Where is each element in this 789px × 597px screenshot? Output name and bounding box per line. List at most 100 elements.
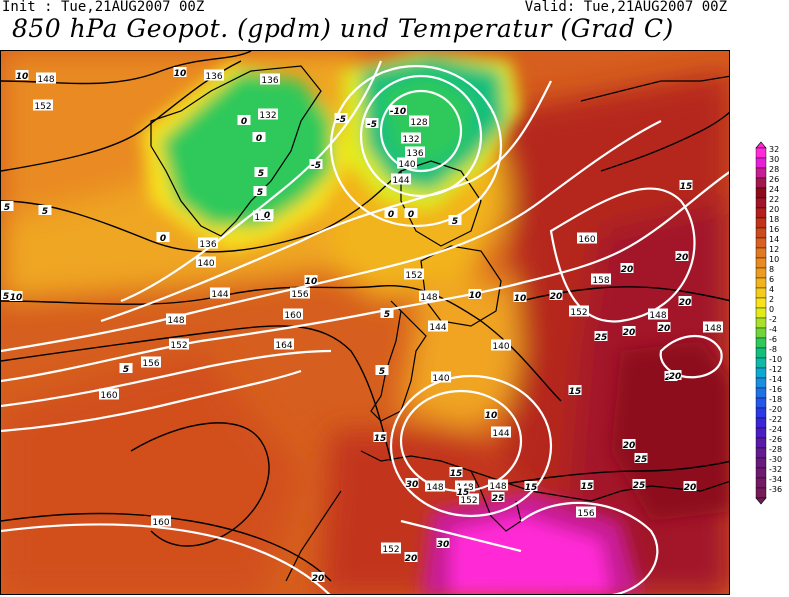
temperature-label: 10 <box>484 409 498 421</box>
svg-text:5: 5 <box>123 365 129 375</box>
legend-swatch <box>755 267 767 279</box>
svg-text:136: 136 <box>199 240 216 250</box>
legend-swatch <box>755 457 767 469</box>
geopotential-label: 160 <box>283 308 303 321</box>
geopotential-label: 152 <box>459 493 479 506</box>
legend-swatch <box>755 167 767 179</box>
temperature-label: 10 <box>173 67 187 79</box>
svg-text:164: 164 <box>275 341 292 351</box>
temperature-label: 5 <box>38 205 52 217</box>
svg-text:144: 144 <box>211 290 228 300</box>
temperature-label: 5 <box>119 363 133 375</box>
legend-label: -36 <box>769 485 782 494</box>
svg-text:10: 10 <box>514 294 527 304</box>
svg-text:15: 15 <box>457 488 470 498</box>
svg-text:160: 160 <box>152 518 169 528</box>
svg-text:136: 136 <box>205 72 222 82</box>
geopotential-label: 148 <box>166 313 186 326</box>
temperature-label: 15 <box>449 467 463 479</box>
legend-arrow-bottom <box>755 497 767 505</box>
legend-swatch <box>755 177 767 189</box>
svg-text:148: 148 <box>489 482 506 492</box>
svg-text:148: 148 <box>37 75 54 85</box>
temperature-label: 10 <box>468 289 482 301</box>
legend-swatch <box>755 287 767 299</box>
svg-text:148: 148 <box>167 316 184 326</box>
legend-label: -34 <box>769 475 782 484</box>
temperature-label: 5 <box>448 215 462 227</box>
svg-text:148: 148 <box>426 483 443 493</box>
svg-text:0: 0 <box>256 134 262 144</box>
svg-text:152: 152 <box>570 308 587 318</box>
legend-label: 14 <box>769 235 779 244</box>
legend-label: 28 <box>769 165 779 174</box>
svg-text:30: 30 <box>437 540 450 550</box>
legend-swatch <box>755 157 767 169</box>
legend-label: 18 <box>769 215 779 224</box>
svg-text:-5: -5 <box>336 115 346 125</box>
geopotential-label: 152 <box>33 99 53 112</box>
temperature-label: 0 <box>237 115 251 127</box>
svg-text:0: 0 <box>264 211 270 221</box>
geopotential-label: 144 <box>491 426 511 439</box>
temperature-label: 20 <box>622 326 636 338</box>
temperature-label: 0 <box>384 208 398 220</box>
svg-text:0: 0 <box>160 234 166 244</box>
legend-swatch <box>755 227 767 239</box>
svg-text:20: 20 <box>550 292 563 302</box>
svg-text:156: 156 <box>142 359 159 369</box>
chart-title: 850 hPa Geopot. (gpdm) und Temperatur (G… <box>12 14 674 43</box>
temperature-labels: 101000-5-10-5-5-500555500510101015151515… <box>1 67 697 584</box>
svg-text:-5: -5 <box>311 161 321 171</box>
geopotential-label: 148 <box>419 290 439 303</box>
temperature-label: 20 <box>404 552 418 564</box>
legend-label: 26 <box>769 175 779 184</box>
svg-text:128: 128 <box>410 118 427 128</box>
temperature-label: 20 <box>675 251 689 263</box>
geopotential-label: 144 <box>391 173 411 186</box>
svg-text:156: 156 <box>291 290 308 300</box>
svg-text:10: 10 <box>10 293 23 303</box>
header: Init : Tue,21AUG2007 00Z Valid: Tue,21AU… <box>0 0 789 50</box>
legend-swatch <box>755 477 767 489</box>
legend-label: -30 <box>769 455 782 464</box>
temperature-label: 20 <box>549 290 563 302</box>
svg-text:15: 15 <box>525 483 538 493</box>
legend-label: 2 <box>769 295 774 304</box>
legend-label: 16 <box>769 225 779 234</box>
geopotential-label: 156 <box>576 506 596 519</box>
svg-text:10: 10 <box>305 277 318 287</box>
legend-swatch <box>755 207 767 219</box>
legend-swatch <box>755 197 767 209</box>
legend-swatch <box>755 277 767 289</box>
svg-text:144: 144 <box>429 323 446 333</box>
svg-text:5: 5 <box>3 292 9 302</box>
svg-text:160: 160 <box>284 311 301 321</box>
svg-text:160: 160 <box>100 391 117 401</box>
temperature-label: 25 <box>594 331 608 343</box>
legend-label: 4 <box>769 285 774 294</box>
svg-text:25: 25 <box>595 333 608 343</box>
temperature-label: 20 <box>657 322 671 334</box>
geopotential-label: 132 <box>401 132 421 145</box>
geopotential-label: 156 <box>290 287 310 300</box>
temperature-label: 25 <box>632 479 646 491</box>
legend-swatch <box>755 337 767 349</box>
svg-text:132: 132 <box>402 135 419 145</box>
svg-text:25: 25 <box>633 481 646 491</box>
legend-label: -28 <box>769 445 782 454</box>
geopotential-label: 156 <box>141 356 161 369</box>
svg-text:152: 152 <box>34 102 51 112</box>
temperature-label: 15 <box>580 480 594 492</box>
geopotential-label: 136 <box>260 73 280 86</box>
legend-label: -20 <box>769 405 782 414</box>
geopotential-label: 148 <box>36 72 56 85</box>
svg-text:20: 20 <box>312 574 325 584</box>
legend-label: -18 <box>769 395 782 404</box>
geopotential-labels: 1481521361361321281321361401441361361401… <box>33 69 723 555</box>
legend-swatch <box>755 237 767 249</box>
geopotential-contours <box>1 60 729 594</box>
svg-text:5: 5 <box>452 217 458 227</box>
svg-text:15: 15 <box>569 387 582 397</box>
temperature-label: 20 <box>683 481 697 493</box>
